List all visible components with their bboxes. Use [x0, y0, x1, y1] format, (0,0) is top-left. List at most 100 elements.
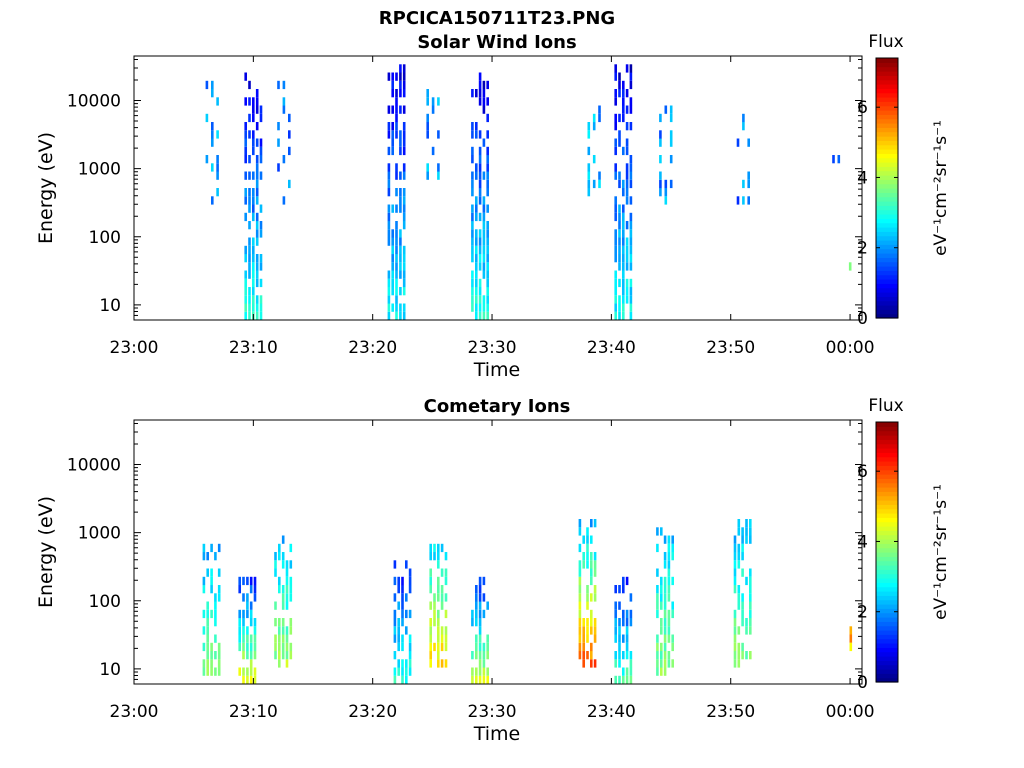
panel-title: Solar Wind Ions	[417, 32, 576, 53]
flux-cell	[667, 576, 671, 586]
flux-cell	[395, 311, 398, 321]
flux-cell	[486, 163, 489, 172]
flux-cell	[749, 585, 752, 594]
flux-cell	[486, 295, 489, 304]
flux-cell	[402, 212, 406, 222]
flux-cell	[667, 651, 671, 660]
flux-cell	[253, 593, 257, 602]
y-tick-label: 10	[99, 660, 121, 680]
flux-cell	[478, 618, 482, 627]
flux-cell	[405, 675, 408, 685]
flux-cell	[246, 667, 249, 676]
flux-cell	[749, 618, 752, 627]
flux-cell	[206, 618, 209, 627]
flux-cell	[399, 138, 402, 147]
flux-cell	[482, 609, 486, 619]
flux-cell	[625, 576, 629, 586]
flux-cell	[625, 64, 629, 73]
flux-cell	[255, 179, 259, 189]
flux-cell	[255, 89, 259, 98]
flux-cell	[401, 618, 404, 627]
flux-cell	[475, 196, 478, 205]
flux-cell	[660, 667, 663, 676]
flux-cell	[618, 237, 621, 246]
flux-cell	[444, 593, 448, 602]
flux-cell	[733, 552, 737, 561]
flux-cell	[255, 270, 259, 279]
flux-cell	[737, 601, 741, 610]
flux-cell	[656, 601, 659, 610]
flux-cell	[593, 560, 597, 569]
flux-cell	[618, 89, 621, 98]
flux-cell	[592, 122, 596, 131]
flux-cell	[281, 552, 285, 561]
flux-cell	[429, 626, 432, 635]
flux-cell	[482, 254, 486, 263]
flux-cell	[246, 651, 249, 660]
flux-cell	[741, 593, 744, 602]
flux-cell	[408, 576, 412, 586]
flux-cell	[248, 155, 251, 164]
colorbar-label: Flux	[868, 396, 903, 416]
flux-cell	[211, 122, 214, 131]
flux-cell	[625, 196, 629, 205]
y-tick-label: 100	[89, 592, 121, 612]
flux-cell	[252, 245, 255, 255]
flux-cell	[471, 204, 474, 213]
flux-cell	[733, 585, 737, 594]
flux-cell	[663, 552, 667, 561]
flux-cell	[625, 188, 629, 197]
flux-cell	[618, 80, 621, 90]
flux-cell	[590, 651, 593, 660]
flux-cell	[408, 634, 412, 643]
flux-cell	[253, 576, 257, 586]
colorbar-swatch	[876, 495, 898, 501]
flux-cell	[285, 576, 289, 586]
flux-cell	[629, 221, 633, 230]
flux-cell	[664, 105, 668, 114]
flux-cell	[629, 278, 633, 288]
flux-cell	[482, 204, 486, 213]
flux-cell	[391, 278, 394, 288]
flux-cell	[249, 634, 253, 643]
flux-cell	[590, 576, 593, 586]
flux-cell	[475, 601, 478, 610]
flux-cell	[659, 155, 662, 164]
flux-cell	[395, 254, 398, 263]
flux-cell	[482, 221, 486, 230]
flux-cell	[486, 221, 489, 230]
flux-cell	[399, 89, 402, 98]
flux-cell	[288, 179, 291, 189]
flux-cell	[618, 303, 621, 312]
colorbar-swatch	[876, 248, 898, 254]
flux-cell	[248, 113, 251, 123]
flux-cell	[475, 311, 478, 321]
flux-cell	[660, 527, 663, 536]
flux-cell	[399, 287, 402, 296]
flux-cell	[395, 113, 398, 123]
flux-cell	[252, 254, 255, 263]
flux-cell	[217, 659, 221, 668]
flux-cell	[238, 576, 241, 586]
flux-cell	[737, 593, 741, 602]
flux-cell	[402, 196, 406, 205]
flux-cell	[402, 105, 406, 114]
colorbar-swatch	[876, 105, 898, 111]
flux-cell	[622, 295, 625, 304]
flux-cell	[387, 188, 391, 197]
flux-cell	[582, 659, 585, 668]
flux-cell	[395, 287, 398, 296]
flux-cell	[253, 634, 257, 643]
flux-cell	[205, 155, 209, 164]
colorbar-swatch	[876, 188, 898, 193]
flux-cell	[399, 196, 402, 205]
flux-cell	[475, 651, 478, 660]
flux-cell	[618, 245, 621, 255]
flux-cell	[397, 659, 400, 668]
flux-cell	[663, 642, 667, 652]
flux-cell	[255, 221, 259, 230]
flux-cell	[737, 519, 741, 528]
flux-cell	[238, 634, 241, 643]
flux-cell	[578, 519, 582, 528]
flux-cell	[598, 113, 601, 123]
